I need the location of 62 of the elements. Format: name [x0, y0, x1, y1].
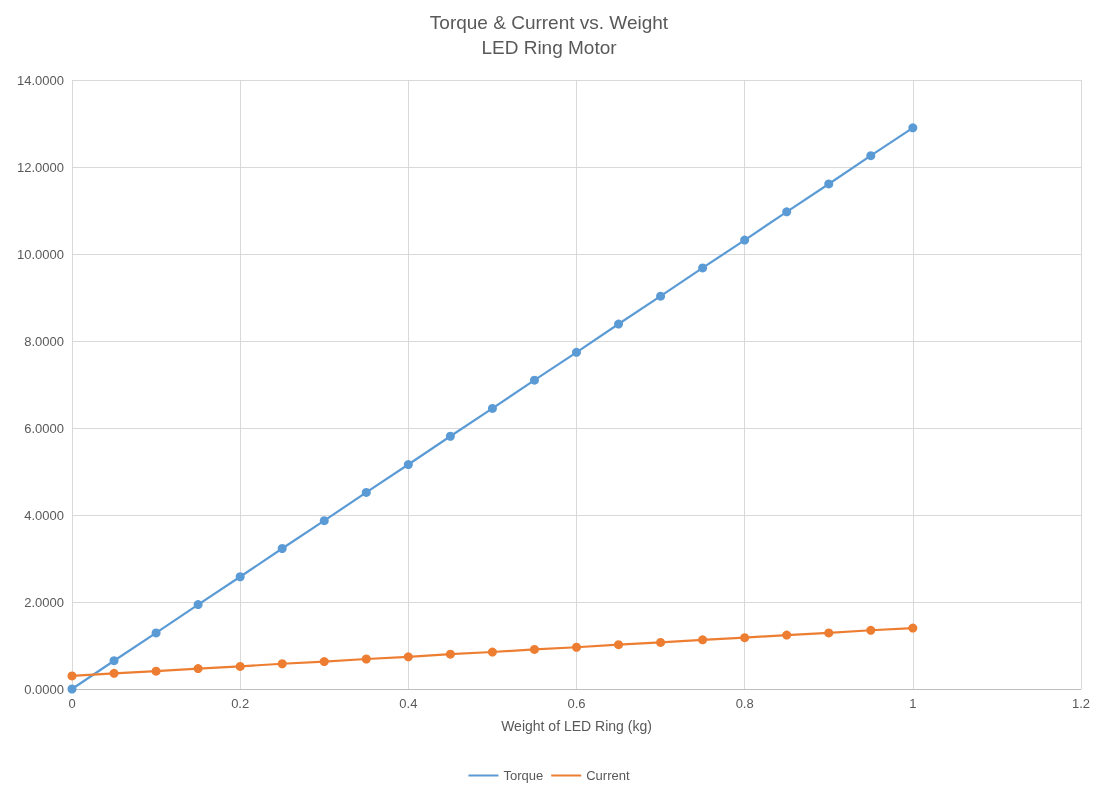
point — [319, 657, 329, 667]
y-tick-label: 14.0000 — [17, 72, 64, 88]
point — [193, 600, 203, 610]
point — [824, 179, 834, 189]
point — [740, 235, 750, 245]
x-tick-label: 1.2 — [1071, 696, 1091, 711]
y-tick-label: 8.0000 — [24, 333, 64, 349]
point — [235, 661, 245, 671]
point — [866, 625, 876, 635]
y-tick-label: 0.0000 — [24, 681, 64, 697]
point — [614, 640, 624, 650]
chart-title: Torque & Current vs. Weight — [429, 12, 669, 33]
point — [529, 644, 539, 654]
point — [361, 487, 371, 497]
x-tick-label: 0.6 — [567, 696, 586, 711]
point — [572, 642, 581, 652]
point — [698, 635, 708, 645]
legend-label: Current — [586, 768, 630, 783]
point — [487, 647, 497, 657]
point — [740, 633, 750, 643]
y-tick-label: 6.0000 — [24, 420, 64, 436]
point — [403, 652, 413, 662]
point — [361, 654, 371, 664]
point — [572, 347, 581, 357]
point — [67, 671, 77, 681]
point — [319, 516, 329, 526]
point — [529, 375, 539, 385]
y-tick-label: 4.0000 — [24, 507, 64, 523]
point — [866, 151, 876, 161]
point — [277, 659, 287, 669]
point — [656, 637, 666, 647]
point — [151, 666, 161, 676]
point — [908, 623, 918, 633]
point — [614, 319, 624, 329]
point — [235, 572, 245, 582]
point — [782, 207, 792, 217]
point — [908, 123, 918, 133]
x-tick-label: 1 — [909, 696, 917, 711]
point — [193, 664, 203, 674]
point — [277, 544, 287, 553]
point — [698, 263, 708, 273]
point — [782, 630, 792, 640]
x-tick-label: 0.4 — [399, 696, 418, 711]
chart-subtitle: LED Ring Motor — [481, 37, 618, 58]
point — [403, 460, 413, 470]
y-tick-label: 10.0000 — [17, 246, 64, 262]
point — [151, 628, 161, 638]
point — [656, 291, 666, 301]
x-axis-title: Weight of LED Ring (kg) — [501, 718, 652, 734]
point — [109, 656, 119, 666]
legend-label: Torque — [503, 768, 544, 783]
point — [824, 628, 834, 638]
y-tick-label: 2.0000 — [24, 594, 64, 610]
x-tick-label: 0.8 — [735, 696, 754, 711]
point — [67, 684, 77, 694]
point — [445, 431, 455, 441]
x-tick-label: 0 — [68, 696, 76, 711]
point — [445, 649, 455, 659]
x-tick-label: 0.2 — [231, 696, 250, 711]
point — [109, 668, 119, 678]
y-tick-label: 12.0000 — [17, 159, 64, 175]
point — [487, 403, 497, 413]
